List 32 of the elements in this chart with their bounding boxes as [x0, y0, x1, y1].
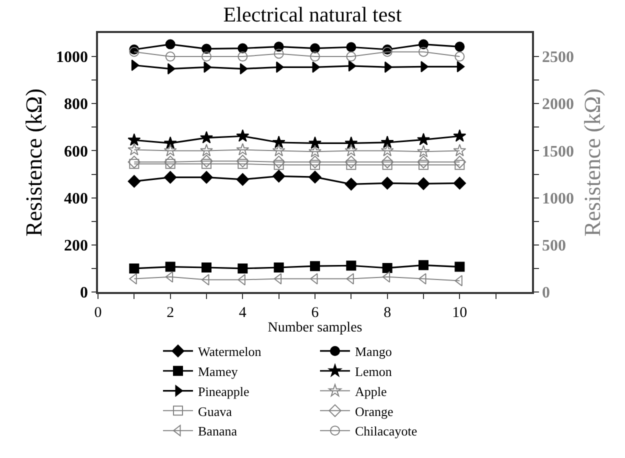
y2-tick-label: 0 — [542, 284, 550, 302]
x-tick-label: 0 — [94, 304, 102, 321]
legend-label: Orange — [355, 404, 394, 419]
x-tick-label: 6 — [311, 304, 320, 321]
y-tick-label: 400 — [64, 190, 88, 208]
y-axis-title: Resistence (kΩ) — [22, 88, 46, 237]
y-tick-label: 1000 — [56, 49, 88, 66]
x-tick-label: 2 — [166, 304, 174, 321]
y-tick-label: 600 — [64, 143, 88, 160]
y2-tick-label: 1000 — [542, 190, 574, 208]
x-tick-label: 10 — [452, 304, 468, 321]
y-tick-label: 200 — [64, 238, 88, 255]
y2-tick-label: 500 — [542, 238, 566, 255]
legend-label: Mango — [355, 344, 392, 360]
legend-label: Apple — [355, 384, 387, 399]
y-tick-label: 0 — [80, 284, 88, 302]
y2-axis-title: Resistence (kΩ) — [580, 88, 605, 237]
legend-label: Mamey — [198, 364, 238, 379]
legend-label: Guava — [198, 404, 232, 419]
legend-label: Banana — [198, 424, 238, 439]
x-axis-title: Number samples — [268, 320, 362, 336]
chart-title: Electrical natural test — [223, 2, 402, 27]
y2-tick-label: 2500 — [542, 49, 574, 66]
legend-label: Pineapple — [198, 384, 250, 399]
y2-tick-label: 2000 — [542, 96, 574, 114]
y-tick-label: 800 — [64, 96, 88, 114]
legend-label: Chilacayote — [355, 424, 418, 439]
y2-tick-label: 1500 — [542, 143, 574, 160]
legend-label: Watermelon — [198, 344, 262, 360]
x-tick-label: 4 — [238, 304, 247, 321]
legend-label: Lemon — [355, 364, 392, 379]
x-tick-label: 8 — [384, 304, 392, 321]
